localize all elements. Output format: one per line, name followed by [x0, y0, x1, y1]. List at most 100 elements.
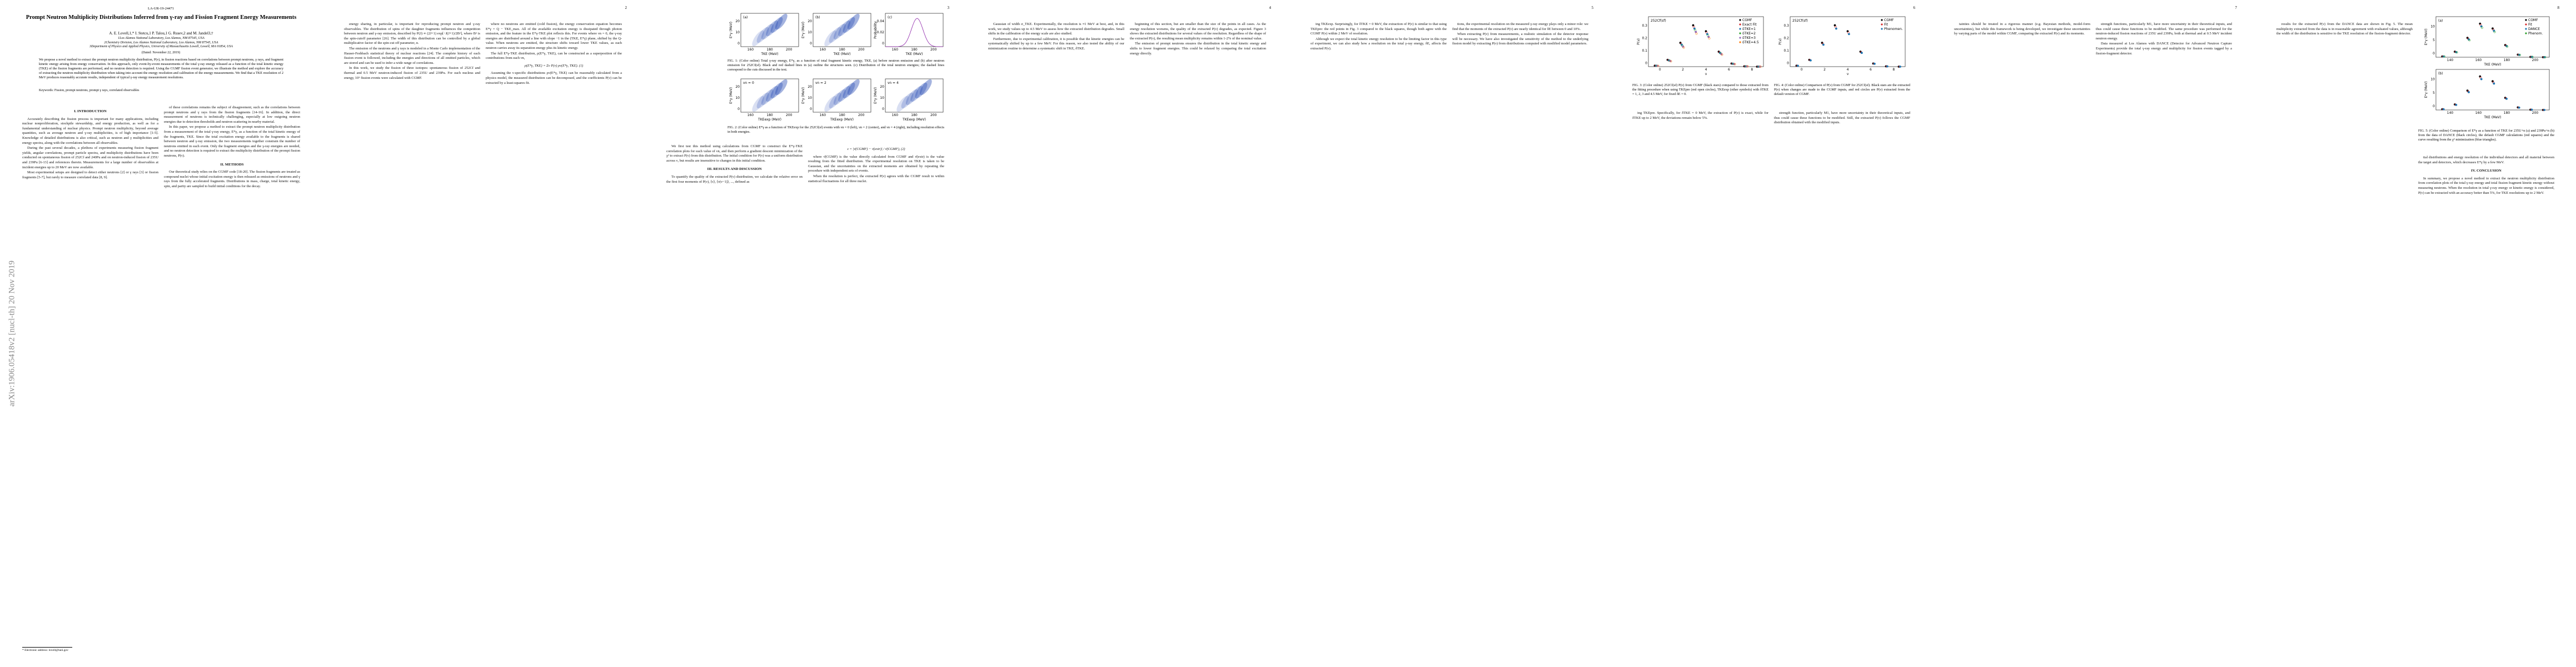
x-tick-label: 8: [1751, 68, 1753, 72]
paragraph: Our theoretical study relies on the CGMF…: [164, 170, 300, 188]
x-tick-label: 2: [1823, 68, 1826, 72]
y-tick-label: 20: [735, 19, 740, 23]
density-band: [905, 89, 918, 106]
paragraph: Although we expect the total kinetic ene…: [1311, 37, 1447, 51]
plot-frame: [813, 13, 871, 47]
marker: [1847, 33, 1850, 36]
density-band: [775, 13, 788, 30]
paragraph: Most experimental setups are designed to…: [22, 170, 158, 179]
density-band: [910, 86, 923, 102]
column: ing TKEpre. Specifically, for δTKE = 0 M…: [1632, 111, 1768, 121]
marker: [1873, 62, 1876, 65]
x-axis-label: TKE (MeV): [905, 52, 923, 56]
x-tick-label: 160: [892, 113, 899, 117]
x-tick-label: 200: [858, 113, 865, 117]
y-tick-label: 20: [808, 19, 812, 23]
legend-marker: [2525, 28, 2527, 30]
plot-frame: [740, 13, 799, 47]
y-tick-label: 10: [808, 31, 812, 34]
legend-marker: [1881, 28, 1883, 30]
page: 7 tainties should be treated in a rigoro…: [1932, 0, 2254, 666]
y-tick-label: 0: [738, 42, 740, 46]
density-band: [838, 20, 851, 37]
density-band: [847, 79, 860, 96]
marker: [1822, 43, 1825, 46]
density-band: [766, 20, 779, 37]
y-tick-label: 10: [735, 96, 740, 100]
column: strength functions, particularly M1, hav…: [2096, 22, 2232, 57]
x-tick-label: 180: [2504, 111, 2510, 115]
x-tick-label: 180: [2504, 58, 2510, 62]
y-axis-label: E*γ (MeV): [874, 87, 878, 104]
page-number: 2: [625, 6, 627, 10]
marker: [2455, 51, 2458, 54]
x-tick-label: 200: [786, 113, 793, 117]
x-axis-label: TKEexp (MeV): [758, 118, 781, 122]
y-tick-label: 10: [2430, 77, 2435, 81]
paragraph: where ν̄(CGMF) is the value directly cal…: [808, 154, 944, 173]
x-tick-label: 4: [1705, 68, 1707, 72]
title: Prompt Neutron Multiplicity Distribution…: [26, 14, 297, 21]
legend-label: Exact Fit: [1742, 23, 1757, 27]
legend-label: Fit: [1884, 23, 1889, 27]
y-tick-label: 10: [2430, 24, 2435, 28]
figure: (a) TKE (MeV) E*γ (MeV) 140 160 180 200 0 5 10 COM…: [2424, 16, 2550, 119]
caption: FIG. 2: (Color online) E*γ as a function…: [728, 126, 944, 134]
marker: [2443, 55, 2445, 58]
y-axis-label: E*γ (MeV): [2424, 29, 2428, 46]
marker: [2493, 82, 2495, 85]
y-axis-label: E*γ (MeV): [801, 87, 805, 104]
plot-frame: [2435, 16, 2550, 58]
x-tick-label: 0: [1659, 68, 1661, 72]
plot-frame: [813, 78, 871, 113]
x-tick-label: 2: [1682, 68, 1684, 72]
marker: [1721, 53, 1723, 56]
x-axis-label: TKEexp (MeV): [902, 118, 926, 122]
legend-label: δTKE=1: [1742, 27, 1756, 31]
marker: [2519, 54, 2521, 56]
density-band: [761, 89, 774, 106]
marker: [1758, 66, 1761, 68]
density-band: [915, 82, 928, 99]
x-tick-label: 180: [839, 48, 845, 52]
x-tick-label: 160: [748, 113, 754, 117]
legend-label: Phenom.: [2528, 32, 2543, 36]
y-tick-label: 0: [882, 42, 884, 46]
marker: [1656, 64, 1659, 67]
equation: ρ(E*γ, TKE) = Σν P(ν) ρν(E*γ, TKE). (1): [524, 63, 584, 68]
panel-label: 252Cf(sf): [1651, 19, 1666, 23]
paragraph: energy sharing, in particular, is import…: [344, 22, 480, 46]
legend-label: δTKE=2: [1742, 32, 1756, 36]
y-tick-label: 0.04: [877, 19, 885, 23]
marker: [2544, 56, 2547, 58]
density-band: [919, 79, 932, 96]
density-band: [901, 92, 914, 109]
marker: [1657, 64, 1660, 67]
density-band: [833, 23, 846, 40]
panel-label: (b): [815, 16, 820, 19]
legend-marker: [1739, 19, 1741, 21]
plot-frame: [1648, 16, 1764, 67]
density-band: [766, 86, 779, 102]
legend-marker: [1739, 41, 1741, 43]
marker: [2531, 56, 2534, 58]
paragraph: Data measured at Los Alamos with DANCE (…: [2096, 42, 2232, 56]
marker: [2505, 97, 2508, 100]
legend-marker: [2525, 19, 2527, 21]
paragraph: In this work, we study the fission of th…: [344, 66, 480, 80]
legend-label: Fit: [2528, 23, 2533, 27]
legend-label: CGMF: [1884, 18, 1894, 22]
marker: [1695, 32, 1698, 35]
legend-label: DANCE: [2528, 27, 2540, 31]
column: beginning of this section, but are small…: [1130, 22, 1266, 57]
legend-marker: [1739, 23, 1741, 26]
page-number: 6: [1913, 6, 1916, 10]
panel-label: 252Cf(sf): [1792, 19, 1808, 23]
page-number: 4: [1269, 6, 1272, 10]
density-band: [770, 17, 783, 33]
x-tick-label: 180: [839, 113, 845, 117]
curve: [885, 18, 944, 47]
paragraph: Furthermore, due to experimental calibra…: [988, 37, 1124, 51]
column: I. INTRODUCTION Accurately describing the…: [22, 106, 158, 180]
